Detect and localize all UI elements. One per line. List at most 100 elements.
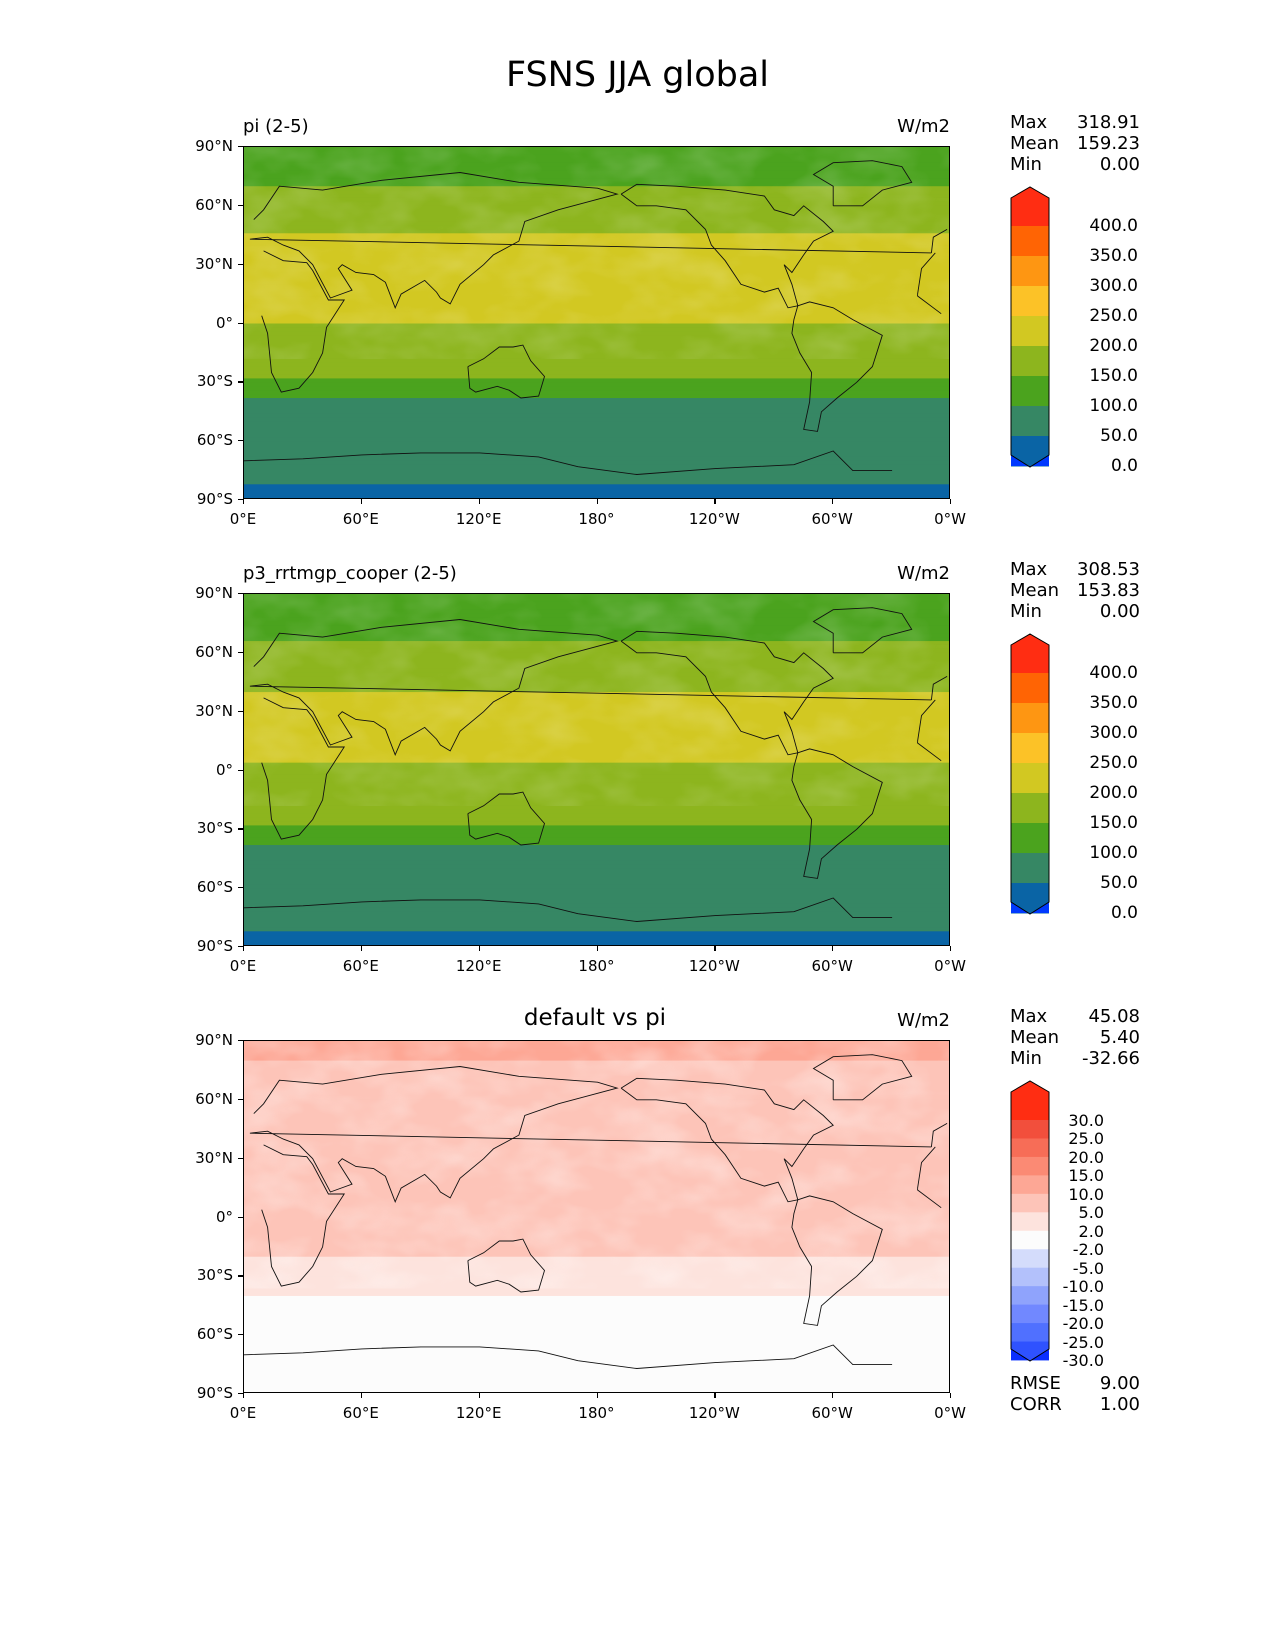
stat-label-max: Max [1010,1006,1048,1027]
lat-tick-mark [238,440,243,442]
coastline [249,619,948,756]
lat-tick-label: 90°N [195,1031,233,1049]
stat-value-corr: 1.00 [1099,1394,1140,1415]
coastline [249,172,948,309]
stat-label-min: Min [1010,154,1042,175]
zonal-band [244,452,949,458]
colorbar-tick-label: 200.0 [1089,336,1138,356]
zonal-band [244,405,949,411]
colorbar-segment [1011,1156,1049,1176]
lon-tick-mark [832,499,834,504]
world-map [243,146,950,499]
zonal-band [244,1335,949,1340]
lat-tick-label: 30°S [196,819,233,838]
colorbar-tick-label: -30.0 [1062,1351,1104,1370]
lon-tick-label: 60°W [811,510,853,528]
colorbar-tick-label: 350.0 [1089,693,1138,713]
zonal-band [244,1374,949,1379]
lon-tick-mark [950,1393,952,1398]
coastline [261,697,942,840]
lon-tick-mark [478,946,480,951]
lat-tick-mark [238,651,243,654]
panel-title: p3_rrtmgp_cooper (2-5) [243,563,457,584]
coastline [620,630,834,756]
lon-tick-mark [243,1393,245,1398]
zonal-band [244,1331,949,1336]
world-map [243,593,950,946]
colorbar-segment [1011,1138,1049,1158]
zonal-band [244,1323,949,1328]
colorbar-segment [1011,1212,1049,1232]
colorbar-outline [1010,186,1050,468]
zonal-band [244,382,949,387]
lon-tick-label: 0°W [934,510,966,528]
stat-label-mean: Mean [1010,1027,1060,1048]
lon-tick-label: 120°E [455,1404,502,1422]
lon-tick-label: 120°W [688,1404,740,1422]
zonal-band [244,837,949,842]
colorbar-tick-label: 5.0 [1078,1203,1104,1223]
zonal-band [244,1319,949,1324]
stat-value-max: 318.91 [1077,112,1140,133]
coastline [791,1195,883,1326]
lon-tick-label: 120°W [688,510,740,528]
lat-tick-mark [238,710,243,712]
coastline [261,250,942,393]
lon-tick-mark [714,499,716,504]
lon-tick-label: 0°W [934,1404,966,1422]
colorbar-segment [1011,1249,1049,1269]
lon-tick-label: 60°E [342,957,379,975]
coastline [812,607,913,654]
coastline [812,1054,913,1101]
zonal-band [244,370,949,376]
zonal-band [244,880,949,885]
lat-tick-label: 90°N [195,584,233,602]
zonal-band [244,398,949,403]
colorbar-extend-min [1011,1349,1049,1361]
zonal-band [244,1343,949,1348]
lat-tick-label: 90°S [196,937,233,955]
lon-tick-label: 0°W [934,957,966,975]
zonal-band [244,480,949,485]
zonal-band [244,872,949,877]
zonal-band [244,1307,949,1313]
stat-value-mean: 5.40 [1099,1027,1140,1048]
colorbar-tick-label: 400.0 [1089,216,1138,236]
colorbar-tick-label: -5.0 [1072,1258,1104,1278]
zonal-band [244,1350,949,1356]
stat-label-corr: CORR [1010,1394,1062,1415]
stat-label-rmse: RMSE [1010,1373,1061,1394]
lon-tick-label: 60°E [342,1404,379,1422]
lon-tick-mark [360,499,363,504]
colorbar-tick-label: 200.0 [1089,783,1138,803]
colorbar-tick-label: -10.0 [1062,1277,1104,1297]
zonal-band [244,1299,949,1305]
units-label: W/m2 [897,563,950,584]
zonal-band [244,935,949,940]
colorbar-segment [1011,226,1049,257]
stat-label-max: Max [1010,559,1048,580]
colorbar-tick-label: 150.0 [1089,813,1138,833]
lat-tick-label: 90°S [196,1384,233,1402]
lat-tick-mark [238,828,243,830]
coastline [791,748,883,879]
lat-tick-mark [238,887,243,889]
field-texture [244,1041,949,1289]
colorbar [1010,633,1050,915]
units-label: W/m2 [897,116,950,137]
colorbar-extend-min [1011,455,1049,467]
lon-tick-label: 0°E [229,1404,257,1422]
colorbar-tick-label: 100.0 [1089,843,1138,863]
lon-tick-label: 120°E [455,957,502,975]
colorbar-tick-label: 300.0 [1089,723,1138,743]
lat-tick-mark [238,1334,243,1336]
lon-tick-mark [360,946,363,951]
panel-title: default vs pi [523,1005,667,1031]
zonal-band [244,358,949,364]
lon-tick-label: 180° [578,1404,615,1422]
zonal-band [244,899,949,905]
colorbar [1010,1080,1050,1362]
zonal-band [244,817,949,823]
lat-tick-mark [238,769,243,771]
zonal-band [244,1358,949,1364]
